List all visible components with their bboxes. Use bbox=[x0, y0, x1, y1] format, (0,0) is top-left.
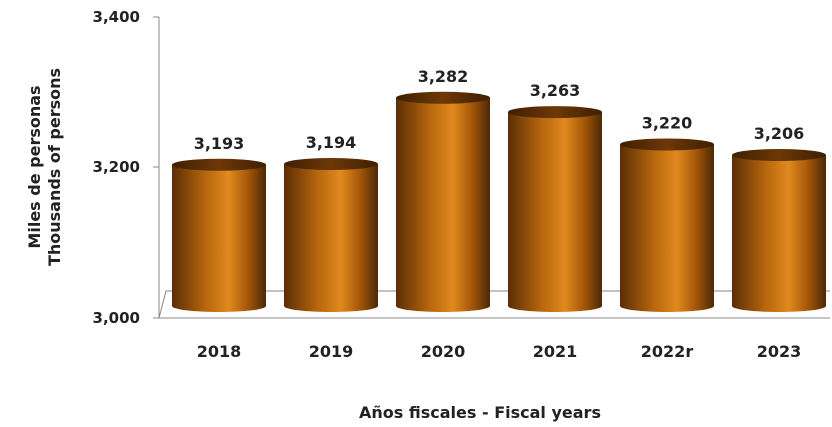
bar-body bbox=[396, 97, 490, 312]
data-label: 3,194 bbox=[306, 133, 357, 152]
y-axis-title-line-1: Miles de personas bbox=[25, 85, 44, 248]
floor-side-line bbox=[158, 290, 167, 319]
y-tick-labels: 3,000 3,200 3,400 bbox=[93, 8, 140, 327]
x-tick-label: 2020 bbox=[421, 342, 466, 361]
data-labels: 3,193 3,194 3,282 3,263 3,220 3,206 bbox=[194, 67, 805, 153]
axes bbox=[153, 16, 830, 319]
data-label: 3,206 bbox=[754, 124, 805, 143]
x-tick-label: 2023 bbox=[757, 342, 802, 361]
bar-top bbox=[396, 91, 490, 104]
bar-top bbox=[508, 106, 602, 119]
bar bbox=[620, 138, 714, 312]
data-label: 3,263 bbox=[530, 81, 581, 100]
bar-top bbox=[284, 158, 378, 171]
bars bbox=[172, 91, 826, 312]
data-label: 3,220 bbox=[642, 113, 693, 132]
x-axis-title: Años fiscales - Fiscal years bbox=[359, 403, 601, 422]
category-labels: 2018 2019 2020 2021 2022r 2023 bbox=[197, 342, 802, 361]
bar-body bbox=[620, 144, 714, 312]
bar-body bbox=[732, 154, 826, 312]
bar bbox=[396, 91, 490, 312]
bar-top bbox=[172, 158, 266, 171]
x-tick-label: 2021 bbox=[533, 342, 578, 361]
x-tick-label: 2018 bbox=[197, 342, 242, 361]
bar bbox=[508, 106, 602, 312]
bar-body bbox=[172, 164, 266, 312]
bar-top bbox=[620, 138, 714, 151]
bar-body bbox=[508, 112, 602, 312]
bar-body bbox=[284, 164, 378, 312]
bar bbox=[172, 158, 266, 312]
y-tick-label: 3,400 bbox=[93, 8, 140, 26]
bar bbox=[732, 148, 826, 312]
y-tick-label: 3,200 bbox=[93, 158, 140, 176]
bar bbox=[284, 158, 378, 312]
y-axis-title: Miles de personas Thousands of persons bbox=[25, 68, 64, 266]
y-tick-label: 3,000 bbox=[93, 309, 140, 327]
x-tick-label: 2019 bbox=[309, 342, 354, 361]
bar-top bbox=[732, 148, 826, 161]
data-label: 3,282 bbox=[418, 67, 469, 86]
data-label: 3,193 bbox=[194, 134, 245, 153]
x-tick-label: 2022r bbox=[641, 342, 694, 361]
y-axis-title-line-2: Thousands of persons bbox=[45, 68, 64, 266]
